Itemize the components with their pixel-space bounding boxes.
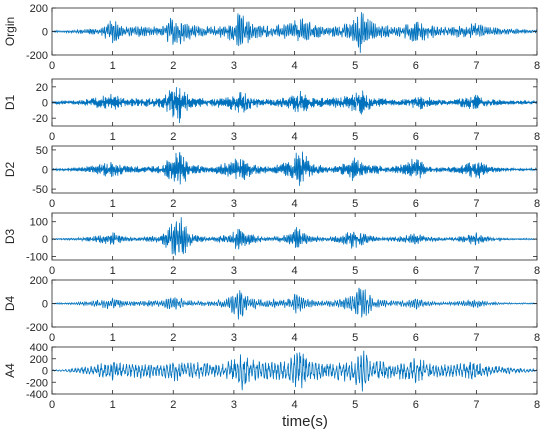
x-tick-label: 0 [49,265,55,277]
x-tick-label: 2 [170,131,176,143]
y-tick-label: 200 [30,354,48,366]
y-tick-label: -100 [26,252,48,264]
y-tick-label: 0 [42,98,48,110]
x-tick-label: 4 [291,332,297,344]
y-axis-label: D4 [3,296,17,312]
x-tick-label: 1 [110,399,116,411]
y-tick-label: 0 [42,299,48,311]
x-tick-label: 3 [231,131,237,143]
y-tick-label: 100 [30,217,48,229]
y-tick-label: 20 [36,82,48,94]
y-tick-label: 0 [42,27,48,39]
y-tick-label: 50 [36,145,48,157]
x-axis-label: time(s) [282,413,328,430]
x-tick-label: 1 [110,265,116,277]
x-tick-label: 6 [413,131,419,143]
signal-line-orgin [51,12,538,53]
x-tick-label: 1 [110,131,116,143]
x-tick-label: 0 [49,131,55,143]
signal-line-a4 [51,350,538,392]
y-tick-label: -200 [26,50,48,62]
x-tick-label: 5 [352,60,358,72]
x-tick-label: 5 [352,131,358,143]
x-tick-label: 0 [49,60,55,72]
x-tick-label: 5 [352,198,358,210]
x-tick-label: 8 [534,60,540,72]
x-tick-label: 8 [534,399,540,411]
x-tick-label: 3 [231,198,237,210]
x-tick-label: 2 [170,399,176,411]
x-tick-label: 7 [473,198,479,210]
y-tick-label: 0 [42,165,48,177]
y-tick-label: -50 [32,184,48,196]
signal-line-d1 [51,87,538,124]
x-tick-label: 6 [413,399,419,411]
x-tick-label: 7 [473,265,479,277]
y-tick-label: -400 [26,389,48,401]
x-tick-label: 3 [231,265,237,277]
y-axis-label: D3 [3,229,17,245]
subplot-d1: 200-200 1 2 3 4 5 6 7 8D1 [3,78,540,143]
x-tick-label: 3 [231,332,237,344]
x-tick-label: 1 [110,60,116,72]
x-tick-label: 1 [110,332,116,344]
x-tick-label: 6 [413,60,419,72]
x-tick-label: 3 [231,399,237,411]
signal-line-d2 [52,151,538,186]
x-tick-label: 5 [352,399,358,411]
x-tick-label: 2 [170,265,176,277]
y-tick-label: 0 [42,234,48,246]
x-tick-label: 7 [473,60,479,72]
x-tick-label: 0 [49,332,55,344]
signal-line-d3 [51,217,538,256]
x-tick-label: 4 [291,60,297,72]
x-tick-label: 4 [291,198,297,210]
x-tick-label: 5 [352,265,358,277]
y-axis-label: D1 [3,95,17,111]
x-tick-label: 8 [534,131,540,143]
x-tick-label: 2 [170,60,176,72]
x-tick-label: 6 [413,332,419,344]
subplot-d2: 500-500 1 2 3 4 5 6 7 8D2 [3,145,540,210]
x-tick-label: 6 [413,265,419,277]
y-tick-label: 0 [42,366,48,378]
x-tick-label: 5 [352,332,358,344]
x-tick-label: 1 [110,198,116,210]
y-tick-label: -200 [26,322,48,334]
y-axis-label: D2 [3,162,17,178]
x-tick-label: 4 [291,265,297,277]
x-tick-label: 7 [473,131,479,143]
x-tick-label: 4 [291,131,297,143]
y-tick-label: -200 [26,377,48,389]
x-tick-label: 2 [170,198,176,210]
x-tick-label: 7 [473,399,479,411]
x-tick-label: 4 [291,399,297,411]
x-tick-label: 8 [534,265,540,277]
y-tick-label: 200 [30,3,48,15]
signal-line-d4 [51,287,538,320]
y-axis-label: A4 [3,363,17,378]
y-tick-label: 400 [30,342,48,354]
y-tick-label: 200 [30,275,48,287]
x-tick-label: 2 [170,332,176,344]
x-tick-label: 7 [473,332,479,344]
x-tick-label: 8 [534,198,540,210]
y-tick-label: -20 [32,113,48,125]
x-tick-label: 8 [534,332,540,344]
x-tick-label: 0 [49,198,55,210]
y-axis-label: Orgin [3,17,17,46]
x-tick-label: 0 [49,399,55,411]
x-tick-label: 3 [231,60,237,72]
x-tick-label: 6 [413,198,419,210]
